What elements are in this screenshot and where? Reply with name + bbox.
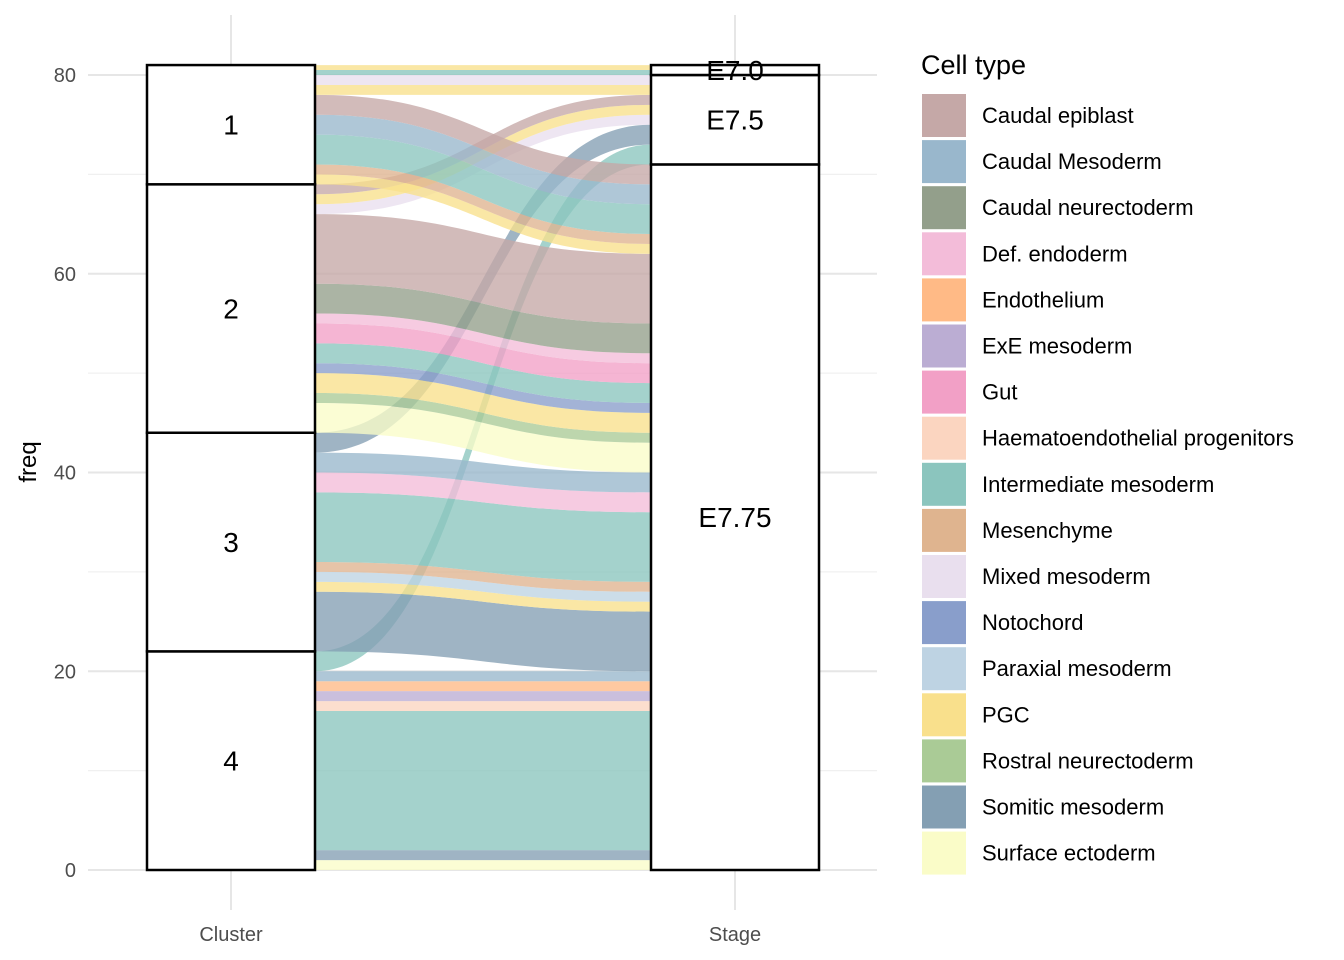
legend-label: Paraxial mesoderm: [982, 656, 1172, 681]
legend-label: Endothelium: [982, 287, 1104, 312]
x-tick-label: Cluster: [199, 924, 263, 946]
flow-ribbon: [315, 850, 651, 861]
flows: [315, 65, 651, 870]
flow-ribbon: [315, 591, 651, 672]
legend-swatch: [922, 416, 966, 460]
stratum-box: [649, 73, 821, 166]
legend-label: Def. endoderm: [982, 241, 1128, 266]
flow-ribbon: [315, 671, 651, 682]
flow-ribbon: [315, 561, 651, 592]
x-tick-label: Stage: [709, 924, 761, 946]
stratum-box: [145, 650, 317, 872]
stratum-label: 1: [223, 110, 239, 141]
stratum-box: [649, 163, 821, 872]
flow-ribbon: [315, 393, 651, 443]
stratum-label: E7.75: [698, 502, 771, 533]
y-axis: 0 20 40 60 80: [54, 65, 76, 882]
legend-label: Caudal Mesoderm: [982, 149, 1162, 174]
legend-swatch: [922, 693, 966, 737]
stratum-box: [145, 63, 317, 186]
stratum-box: [145, 431, 317, 653]
flow-ribbon: [315, 472, 651, 513]
flow-ribbon: [315, 134, 651, 234]
legend-label: Notochord: [982, 610, 1084, 635]
y-tick-label: 80: [54, 65, 76, 87]
flow-ribbon: [315, 65, 651, 71]
legend-label: Mixed mesoderm: [982, 564, 1151, 589]
legend-label: Somitic mesoderm: [982, 795, 1164, 820]
legend-swatch: [922, 601, 966, 645]
strata: 4 3 2 1 E7.75 E7.5 E7.0: [145, 55, 821, 872]
legend-swatch: [922, 186, 966, 230]
legend: Cell type Caudal epiblast Caudal Mesoderm…: [921, 50, 1294, 875]
legend-swatch: [922, 462, 966, 506]
flow-ribbon: [315, 164, 651, 244]
legend-label: Mesenchyme: [982, 518, 1113, 543]
legend-swatch: [922, 508, 966, 552]
stratum-label: 4: [223, 746, 239, 777]
legend-swatch: [922, 739, 966, 783]
y-tick-label: 20: [54, 661, 76, 683]
flow-ribbon: [315, 581, 651, 612]
flow-ribbon: [315, 313, 651, 364]
flow-ribbon: [315, 681, 651, 692]
flow-ribbon: [315, 214, 651, 324]
legend-label: PGC: [982, 702, 1030, 727]
y-tick-label: 60: [54, 264, 76, 286]
flow-ribbon: [315, 75, 651, 85]
flow-ribbon: [315, 402, 651, 473]
flow-ribbon: [315, 701, 651, 711]
legend-swatch: [922, 785, 966, 829]
flow-ribbon: [315, 94, 651, 185]
legend-label: Haematoendothelial progenitors: [982, 426, 1294, 451]
legend-swatch: [922, 324, 966, 368]
flow-ribbon: [315, 452, 651, 493]
legend-title: Cell type: [921, 50, 1026, 80]
legend-swatch: [922, 232, 966, 276]
y-tick-label: 40: [54, 463, 76, 485]
y-axis-title: freq: [15, 441, 42, 482]
flow-ribbon: [315, 84, 651, 95]
stratum-label: E7.0: [706, 55, 764, 86]
legend-label: Intermediate mesoderm: [982, 472, 1214, 497]
flow-ribbon: [315, 373, 651, 433]
flow-ribbon: [315, 363, 651, 413]
legend-label: Caudal epiblast: [982, 103, 1134, 128]
flow-ribbon: [315, 711, 651, 851]
legend-swatch: [922, 647, 966, 691]
stratum-label: 3: [223, 527, 239, 558]
flow-ribbon: [315, 174, 651, 254]
flow-ribbon: [315, 492, 651, 582]
legend-label: Rostral neurectoderm: [982, 748, 1194, 773]
x-axis: Cluster Stage: [199, 924, 761, 946]
flow-ribbon: [315, 283, 651, 354]
flow-ribbon: [315, 323, 651, 384]
flow-ribbon: [315, 571, 651, 602]
flow-ribbon: [315, 343, 651, 403]
legend-label: ExE mesoderm: [982, 334, 1132, 359]
stratum-label: 2: [223, 294, 239, 325]
legend-label: Caudal neurectoderm: [982, 195, 1194, 220]
stratum-box: [145, 183, 317, 434]
legend-swatch: [922, 94, 966, 137]
legend-label: Gut: [982, 380, 1017, 405]
legend-swatch: [922, 140, 966, 184]
legend-swatch: [922, 370, 966, 414]
flow-ribbon: [315, 114, 651, 205]
legend-swatch: [922, 555, 966, 598]
flow-ribbon: [315, 70, 651, 75]
flow-ribbon: [315, 691, 651, 702]
legend-swatch: [922, 831, 966, 875]
stratum-label: E7.5: [706, 105, 764, 136]
flow-ribbon: [315, 860, 651, 870]
y-tick-label: 0: [65, 860, 76, 882]
legend-label: Surface ectoderm: [982, 841, 1156, 866]
legend-swatch: [922, 278, 966, 322]
stratum-box: [649, 63, 821, 77]
